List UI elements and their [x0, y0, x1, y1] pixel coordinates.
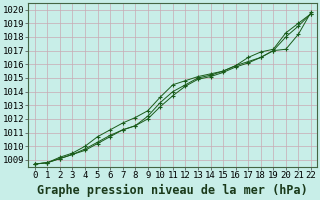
- X-axis label: Graphe pression niveau de la mer (hPa): Graphe pression niveau de la mer (hPa): [37, 184, 308, 197]
